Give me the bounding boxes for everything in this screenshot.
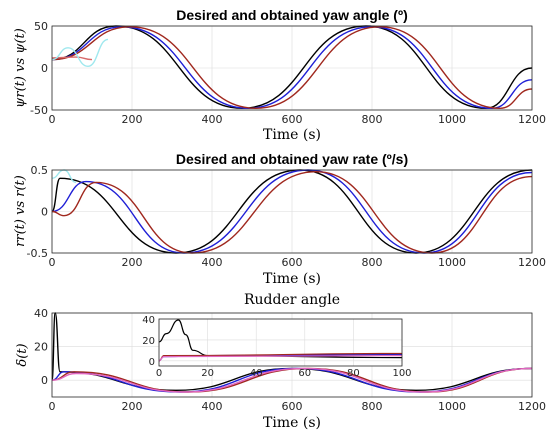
series-line xyxy=(51,169,77,184)
series-layer xyxy=(51,169,533,254)
y-tick-label: 20 xyxy=(142,336,155,347)
x-tick-label: 0 xyxy=(49,400,56,413)
x-tick-label: 40 xyxy=(250,368,263,379)
series-line xyxy=(51,38,109,67)
x-tick-label: 1000 xyxy=(438,113,466,126)
inset-x-ticks: 0 20 40 60 80 100 xyxy=(156,368,412,379)
inset-background xyxy=(159,319,402,366)
y-axis-label: rr(t) vs r(t) xyxy=(13,175,28,247)
y-axis-label: δ(t) xyxy=(15,343,30,366)
y-tick-label: 40 xyxy=(142,315,155,326)
x-tick-label: 1200 xyxy=(518,113,546,126)
y-tick-label: -50 xyxy=(30,104,48,117)
x-tick-label: 1200 xyxy=(518,256,546,269)
series-line xyxy=(51,26,533,109)
y-tick-label: 0.5 xyxy=(31,164,49,177)
x-ticks: 0 200 400 600 800 1000 1200 xyxy=(49,113,547,126)
series-line xyxy=(51,56,93,61)
y-axis-label: ψr(t) vs ψ(t) xyxy=(13,28,28,108)
x-tick-label: 400 xyxy=(202,400,223,413)
y-tick-label: 0 xyxy=(149,357,155,368)
x-axis-label: Time (s) xyxy=(263,271,321,287)
x-ticks: 0 200 400 600 800 1000 1200 xyxy=(49,400,547,413)
x-tick-label: 600 xyxy=(282,256,303,269)
y-tick-label: 20 xyxy=(34,341,48,354)
series-line xyxy=(51,169,533,254)
series-line xyxy=(51,169,533,254)
x-tick-label: 1200 xyxy=(518,400,546,413)
x-tick-label: 100 xyxy=(392,368,411,379)
y-tick-label: 50 xyxy=(34,20,48,33)
x-tick-label: 60 xyxy=(298,368,311,379)
series-layer xyxy=(51,312,533,393)
x-tick-label: 1000 xyxy=(438,400,466,413)
x-tick-label: 400 xyxy=(202,113,223,126)
panel-yaw-rate: Desired and obtained yaw rate (º/s) 0 200… xyxy=(13,151,546,287)
plot-area xyxy=(51,312,533,398)
inset-plot-area xyxy=(158,318,403,367)
y-ticks: -0.5 0 0.5 xyxy=(27,164,48,260)
panel-title: Desired and obtained yaw angle (º) xyxy=(176,7,408,23)
panel-title: Rudder angle xyxy=(244,292,340,308)
y-tick-label: -0.5 xyxy=(27,247,48,260)
x-tick-label: 400 xyxy=(202,256,223,269)
y-tick-label: 0 xyxy=(41,62,48,75)
x-tick-label: 800 xyxy=(362,256,383,269)
inset-series xyxy=(158,319,403,362)
series-line xyxy=(51,171,533,254)
series-line xyxy=(51,312,533,391)
panel-yaw-angle: Desired and obtained yaw angle (º) 0 200 4… xyxy=(13,7,546,143)
x-tick-label: 600 xyxy=(282,400,303,413)
x-tick-label: 0 xyxy=(156,368,162,379)
x-tick-label: 0 xyxy=(49,113,56,126)
y-tick-label: 40 xyxy=(34,307,48,320)
x-tick-label: 800 xyxy=(362,400,383,413)
x-tick-label: 600 xyxy=(282,113,303,126)
y-ticks: -50 0 50 xyxy=(30,20,48,117)
x-tick-label: 200 xyxy=(122,256,143,269)
grid-layer xyxy=(51,25,533,111)
x-tick-label: 200 xyxy=(122,113,143,126)
y-ticks: 0 20 40 xyxy=(34,307,48,387)
series-line xyxy=(51,367,533,393)
x-tick-label: 80 xyxy=(347,368,360,379)
x-axis-label: Time (s) xyxy=(263,127,321,143)
x-tick-label: 20 xyxy=(201,368,214,379)
y-tick-label: 0 xyxy=(41,374,48,387)
panel-title: Desired and obtained yaw rate (º/s) xyxy=(176,151,408,167)
panel-rudder-angle: Rudder angle 0 200 400 600 800 1000 1200 02040… xyxy=(15,292,546,431)
x-tick-label: 0 xyxy=(49,256,56,269)
inset-y-ticks: 0 20 40 xyxy=(142,315,155,368)
x-tick-label: 800 xyxy=(362,113,383,126)
inset-chart: 0 20 40 60 80 100 0 20 40 xyxy=(142,315,411,379)
plot-area xyxy=(51,25,533,111)
grid-layer xyxy=(51,169,533,254)
x-tick-label: 1000 xyxy=(438,256,466,269)
x-tick-label: 200 xyxy=(122,400,143,413)
plot-area xyxy=(51,169,533,254)
y-tick-label: 0 xyxy=(41,206,48,219)
x-axis-label: Time (s) xyxy=(263,415,321,431)
series-line xyxy=(158,355,403,362)
x-ticks: 0 200 400 600 800 1000 1200 xyxy=(49,256,547,269)
